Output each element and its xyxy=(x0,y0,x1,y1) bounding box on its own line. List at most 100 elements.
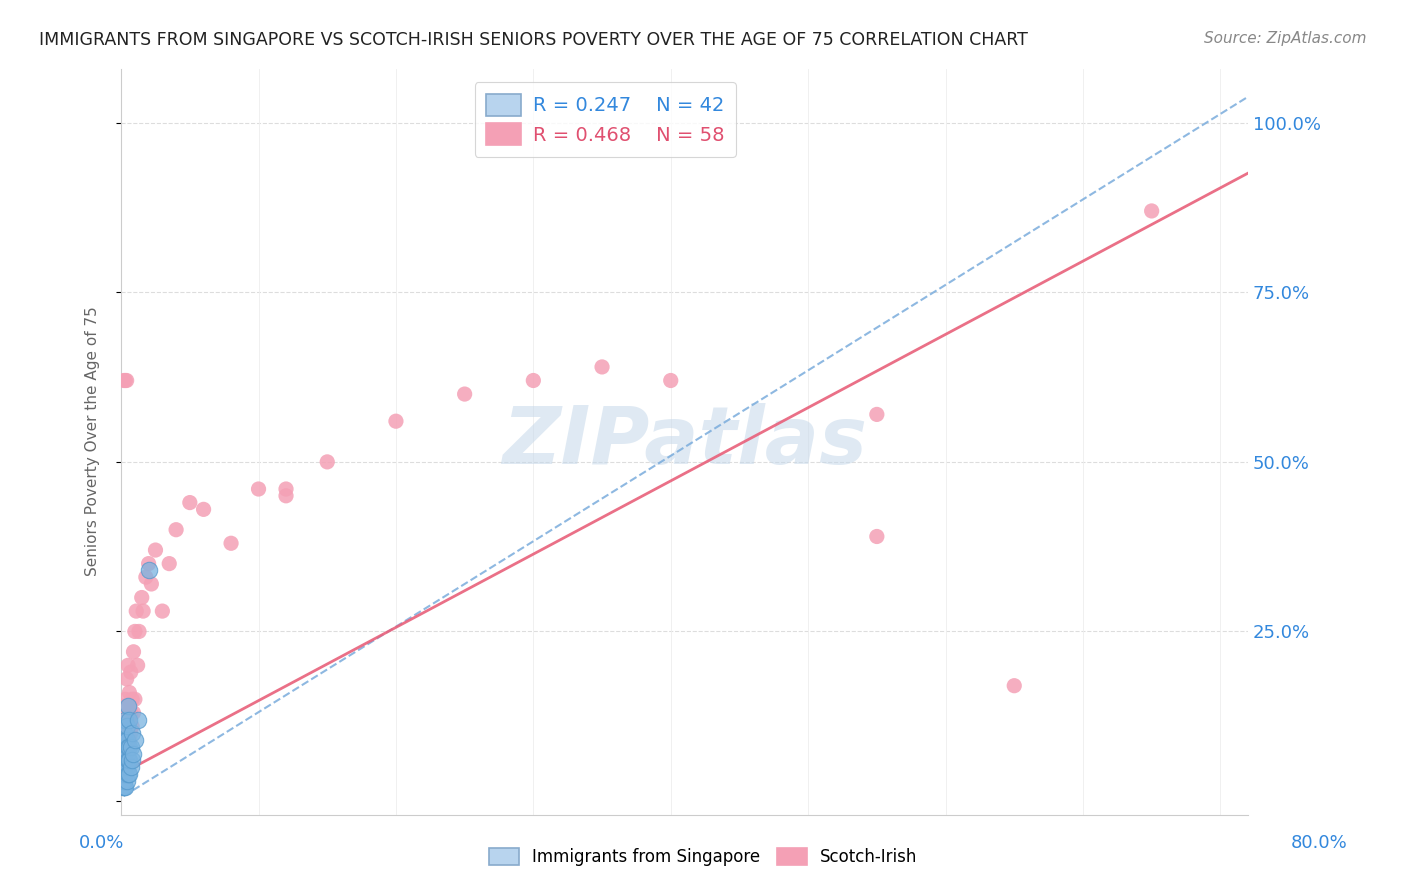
Point xyxy=(193,502,215,516)
Point xyxy=(866,529,889,543)
Point xyxy=(114,374,136,388)
Point xyxy=(117,658,139,673)
Point xyxy=(115,719,138,733)
Point xyxy=(145,543,167,558)
Point xyxy=(118,685,141,699)
Text: IMMIGRANTS FROM SINGAPORE VS SCOTCH-IRISH SENIORS POVERTY OVER THE AGE OF 75 COR: IMMIGRANTS FROM SINGAPORE VS SCOTCH-IRIS… xyxy=(39,31,1028,49)
Point xyxy=(117,739,139,754)
Point xyxy=(117,767,139,781)
Text: Source: ZipAtlas.com: Source: ZipAtlas.com xyxy=(1204,31,1367,46)
Point xyxy=(111,760,134,774)
Legend: R = 0.247    N = 42, R = 0.468    N = 58: R = 0.247 N = 42, R = 0.468 N = 58 xyxy=(474,82,735,157)
Point xyxy=(118,739,141,754)
Point xyxy=(124,624,146,639)
Point xyxy=(125,604,148,618)
Point xyxy=(111,713,134,727)
Point xyxy=(112,739,135,754)
Point xyxy=(659,374,682,388)
Point xyxy=(112,767,135,781)
Point xyxy=(120,706,142,720)
Point xyxy=(124,733,146,747)
Point xyxy=(114,713,136,727)
Text: 0.0%: 0.0% xyxy=(79,834,124,852)
Point xyxy=(117,739,139,754)
Point xyxy=(115,374,138,388)
Point xyxy=(150,604,173,618)
Point xyxy=(138,563,160,577)
Point xyxy=(135,570,157,584)
Point xyxy=(118,713,141,727)
Point xyxy=(114,692,136,706)
Y-axis label: Seniors Poverty Over the Age of 75: Seniors Poverty Over the Age of 75 xyxy=(86,307,100,576)
Point xyxy=(112,773,135,788)
Text: ZIPatlas: ZIPatlas xyxy=(502,402,868,481)
Point xyxy=(112,780,135,795)
Point xyxy=(316,455,339,469)
Point xyxy=(385,414,408,428)
Point xyxy=(115,733,138,747)
Point xyxy=(132,604,155,618)
Point xyxy=(117,753,139,767)
Point xyxy=(112,767,135,781)
Point xyxy=(112,753,135,767)
Point xyxy=(120,665,142,680)
Point xyxy=(219,536,242,550)
Text: 80.0%: 80.0% xyxy=(1291,834,1347,852)
Point xyxy=(121,753,143,767)
Legend: Immigrants from Singapore, Scotch-Irish: Immigrants from Singapore, Scotch-Irish xyxy=(482,841,924,873)
Point xyxy=(128,624,150,639)
Point xyxy=(274,489,297,503)
Point xyxy=(115,747,138,761)
Point xyxy=(114,753,136,767)
Point xyxy=(111,733,134,747)
Point xyxy=(121,726,143,740)
Point xyxy=(112,747,135,761)
Point xyxy=(111,739,134,754)
Point xyxy=(111,760,134,774)
Point xyxy=(117,699,139,714)
Point xyxy=(453,387,475,401)
Point xyxy=(114,760,136,774)
Point xyxy=(118,713,141,727)
Point xyxy=(111,747,134,761)
Point xyxy=(1140,203,1163,218)
Point xyxy=(115,713,138,727)
Point xyxy=(522,374,544,388)
Point xyxy=(111,780,134,795)
Point xyxy=(118,733,141,747)
Point xyxy=(115,747,138,761)
Point xyxy=(274,482,297,496)
Point xyxy=(138,557,160,571)
Point xyxy=(121,692,143,706)
Point xyxy=(118,767,141,781)
Point xyxy=(111,747,134,761)
Point xyxy=(112,753,135,767)
Point xyxy=(114,780,136,795)
Point xyxy=(1002,679,1025,693)
Point xyxy=(114,726,136,740)
Point xyxy=(111,753,134,767)
Point xyxy=(122,747,145,761)
Point xyxy=(112,760,135,774)
Point xyxy=(117,706,139,720)
Point xyxy=(179,495,201,509)
Point xyxy=(124,692,146,706)
Point xyxy=(114,739,136,754)
Point xyxy=(118,753,141,767)
Point xyxy=(591,359,613,374)
Point xyxy=(120,739,142,754)
Point xyxy=(122,706,145,720)
Point xyxy=(114,767,136,781)
Point xyxy=(127,713,149,727)
Point xyxy=(117,726,139,740)
Point xyxy=(112,726,135,740)
Point xyxy=(165,523,187,537)
Point xyxy=(112,726,135,740)
Point xyxy=(114,747,136,761)
Point xyxy=(115,733,138,747)
Point xyxy=(122,645,145,659)
Point xyxy=(115,672,138,686)
Point xyxy=(115,760,138,774)
Point xyxy=(247,482,270,496)
Point xyxy=(114,733,136,747)
